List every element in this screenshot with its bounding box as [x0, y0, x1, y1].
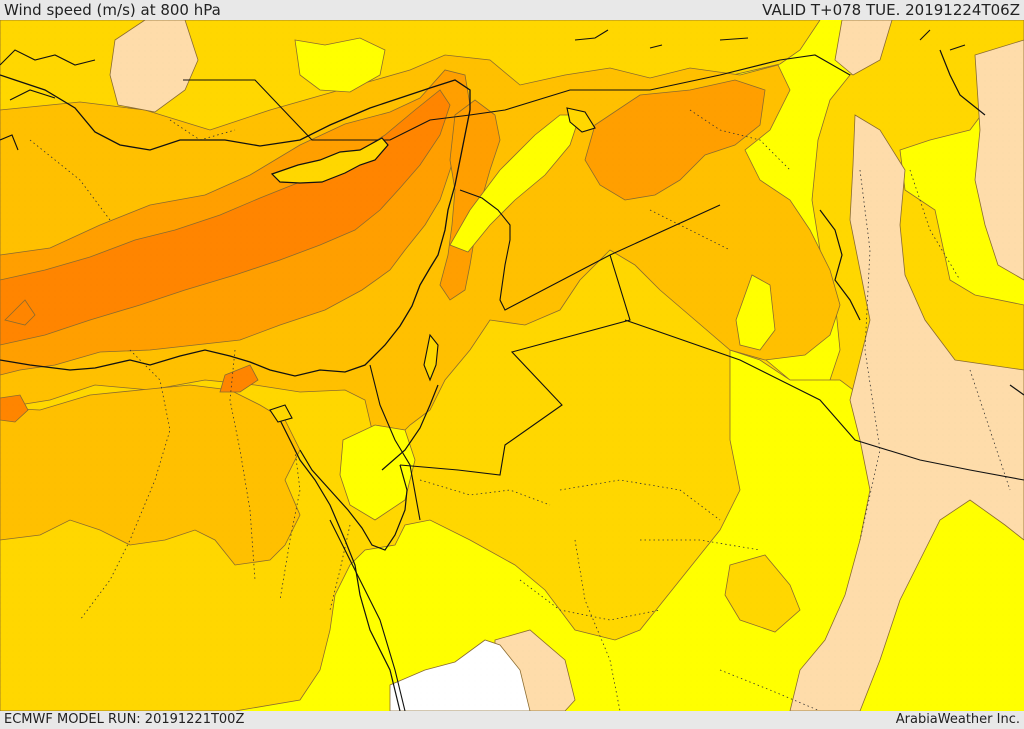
valid-time: VALID T+078 TUE. 20191224T06Z [762, 1, 1020, 19]
wind-speed-map [0, 20, 1024, 711]
header-bar: Wind speed (m/s) at 800 hPa VALID T+078 … [0, 0, 1024, 20]
dot-texture-overlay [0, 20, 1024, 711]
map-title: Wind speed (m/s) at 800 hPa [4, 1, 221, 19]
map-svg [0, 20, 1024, 711]
model-run-label: ECMWF MODEL RUN: 20191221T00Z [4, 712, 245, 727]
footer-bar: ECMWF MODEL RUN: 20191221T00Z ArabiaWeat… [0, 711, 1024, 729]
provider-label: ArabiaWeather Inc. [895, 712, 1020, 727]
